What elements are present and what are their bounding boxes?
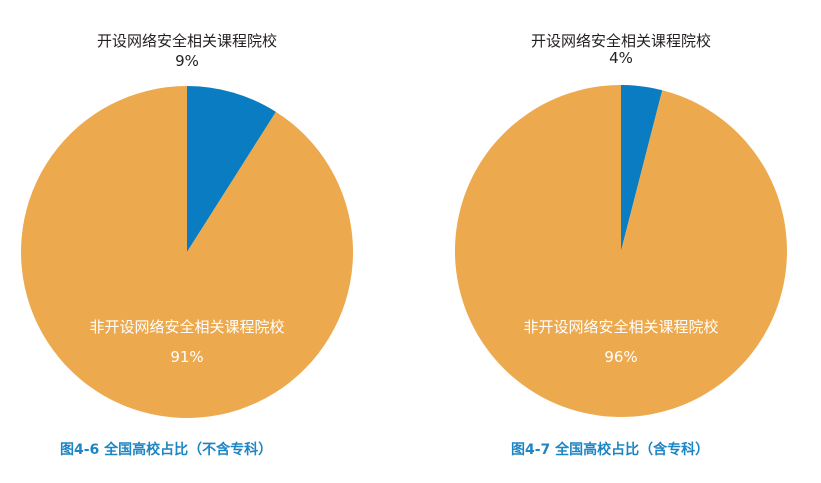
slice-value-right-offering: 4% (609, 49, 633, 67)
pie-chart-panel-left: 开设网络安全相关课程院校 9% 非开设网络安全相关课程院校 91% 图4-6 全国高校占… (0, 0, 410, 483)
pie-chart-left: 开设网络安全相关课程院校 9% 非开设网络安全相关课程院校 91% 图4-6 全国高校占… (21, 32, 354, 458)
chart-caption-left: 图4-6 全国高校占比（不含专科） (60, 441, 272, 458)
slice-value-left-offering: 9% (175, 52, 199, 70)
slice-label-right-offering: 开设网络安全相关课程院校 (531, 32, 711, 50)
pie-slice-right-not-offering (454, 84, 787, 418)
slice-value-left-not-offering: 91% (170, 348, 203, 366)
pie-chart-panel-right: 开设网络安全相关课程院校 4% 非开设网络安全相关课程院校 96% 图4-7 全国高校占… (411, 0, 821, 483)
slice-label-left-offering: 开设网络安全相关课程院校 (97, 32, 277, 50)
slice-label-right-not-offering: 非开设网络安全相关课程院校 (523, 318, 718, 336)
pie-slice-left-not-offering (21, 86, 354, 418)
chart-caption-right: 图4-7 全国高校占比（含专科） (511, 441, 709, 458)
slice-value-right-not-offering: 96% (604, 348, 637, 366)
pie-slice-right-offering (621, 85, 663, 251)
pie-slice-left-offering (187, 86, 276, 252)
slice-label-left-not-offering: 非开设网络安全相关课程院校 (89, 318, 284, 336)
